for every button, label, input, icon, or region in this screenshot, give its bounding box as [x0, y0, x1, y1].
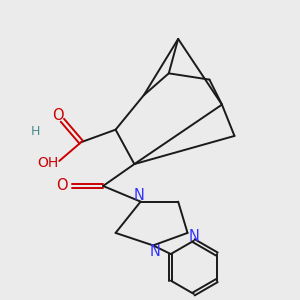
Text: N: N — [134, 188, 145, 203]
Text: O: O — [57, 178, 68, 194]
Text: N: N — [149, 244, 160, 259]
Text: N: N — [188, 230, 199, 244]
Text: H: H — [31, 125, 40, 138]
Text: O: O — [52, 108, 64, 123]
Text: OH: OH — [38, 155, 59, 170]
